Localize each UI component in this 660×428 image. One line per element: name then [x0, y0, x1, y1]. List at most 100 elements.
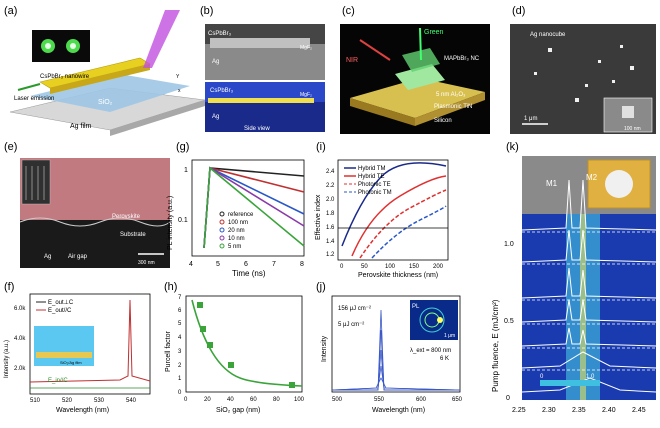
svg-text:Y: Y	[176, 74, 180, 80]
svg-text:2.4: 2.4	[326, 169, 335, 175]
svg-text:x: x	[178, 88, 181, 94]
excitation-laser	[143, 10, 180, 68]
svg-text:1.0: 1.0	[586, 374, 595, 380]
svg-text:MgF₂: MgF₂	[300, 45, 312, 51]
svg-text:Perovskite thickness (nm): Perovskite thickness (nm)	[358, 272, 438, 279]
svg-text:M2: M2	[586, 173, 598, 182]
svg-text:100: 100	[294, 397, 305, 403]
panel-f: (f) SiO₂/Ag film E_out⊥C E_out//C E_in//…	[4, 281, 151, 414]
svg-text:Ag film: Ag film	[70, 123, 92, 130]
svg-text:Silicon: Silicon	[434, 118, 452, 124]
svg-text:reference: reference	[228, 212, 254, 218]
svg-text:0.1: 0.1	[178, 217, 188, 224]
svg-text:1: 1	[178, 376, 182, 382]
panel-c-label: (c)	[342, 5, 355, 17]
svg-text:M1: M1	[546, 179, 558, 188]
svg-text:4: 4	[178, 335, 182, 341]
svg-text:8: 8	[300, 261, 304, 268]
svg-text:Wavelength (nm): Wavelength (nm)	[56, 407, 109, 414]
svg-text:550: 550	[374, 397, 385, 403]
svg-text:Photonic TM: Photonic TM	[358, 190, 392, 196]
svg-text:520: 520	[62, 398, 73, 404]
svg-text:Air gap: Air gap	[68, 254, 88, 260]
panel-j: (j) PL 1 μm 156 μJ cm⁻² 5 μJ cm⁻² λ_ext …	[316, 281, 463, 414]
svg-text:6 K: 6 K	[440, 356, 449, 362]
svg-text:5: 5	[216, 261, 220, 268]
panel-g-label: (g)	[176, 141, 189, 153]
svg-text:Hybrid TE: Hybrid TE	[358, 174, 385, 180]
panel-k-label: (k)	[506, 141, 519, 153]
inset-pl	[410, 300, 458, 340]
svg-text:300 nm: 300 nm	[138, 260, 155, 266]
svg-text:1.4: 1.4	[326, 239, 335, 245]
svg-text:3: 3	[178, 349, 182, 355]
svg-text:0: 0	[184, 397, 188, 403]
svg-text:SiO₂ gap (nm): SiO₂ gap (nm)	[216, 407, 260, 414]
inset-emission	[32, 30, 90, 62]
svg-text:Side view: Side view	[244, 126, 270, 132]
svg-text:Intensity: Intensity	[321, 335, 328, 362]
svg-text:2: 2	[178, 363, 182, 369]
panel-h-label: (h)	[164, 281, 177, 293]
svg-text:5 nm Al₂O₃: 5 nm Al₂O₃	[436, 92, 466, 98]
svg-text:2.40: 2.40	[602, 407, 616, 414]
svg-text:E_out//C: E_out//C	[48, 308, 72, 314]
svg-text:1 μm: 1 μm	[524, 116, 537, 122]
svg-text:5 μJ cm⁻²: 5 μJ cm⁻²	[338, 322, 364, 328]
panel-f-label: (f)	[4, 281, 14, 293]
svg-text:50: 50	[361, 264, 368, 270]
svg-text:4: 4	[189, 261, 193, 268]
panel-e: (e) Perovskite Substrate Ag Air gap 300 …	[4, 141, 171, 268]
svg-text:Substrate: Substrate	[120, 232, 146, 238]
svg-text:10 nm: 10 nm	[228, 236, 245, 242]
panel-i: (i) Hybrid TM Hybrid TE Photonic TE Phot…	[315, 141, 449, 279]
svg-text:Plasmonic TiN: Plasmonic TiN	[434, 104, 472, 110]
svg-text:500: 500	[332, 397, 343, 403]
panel-b-label: (b)	[200, 5, 213, 17]
svg-text:CsPbBr₃: CsPbBr₃	[210, 88, 234, 94]
panel-a: (a) Excitation Laser CsPbBr₃ nanowire La…	[4, 5, 206, 136]
svg-text:1: 1	[184, 167, 188, 174]
svg-text:Perovskite: Perovskite	[112, 214, 141, 220]
svg-text:Pump fluence, E (mJ/cm²): Pump fluence, E (mJ/cm²)	[491, 299, 500, 392]
svg-text:600: 600	[416, 397, 427, 403]
svg-text:40: 40	[227, 397, 234, 403]
panel-j-label: (j)	[316, 281, 326, 293]
svg-text:2.45: 2.45	[632, 407, 646, 414]
svg-text:MgF₂: MgF₂	[300, 92, 312, 98]
data-point	[200, 326, 206, 332]
svg-text:7: 7	[178, 295, 182, 301]
svg-text:MAPbBr₃ NC: MAPbBr₃ NC	[444, 56, 480, 62]
svg-text:1.8: 1.8	[326, 211, 335, 217]
svg-text:Photonic TE: Photonic TE	[358, 182, 391, 188]
svg-text:4.0k: 4.0k	[14, 336, 26, 342]
svg-text:0: 0	[340, 264, 344, 270]
panel-h: (h) 0 1 2 3 4 5 6 7 0 20 40 60 80 100 Si…	[164, 281, 305, 414]
svg-text:SiO₂/Ag film: SiO₂/Ag film	[60, 360, 82, 365]
svg-text:E_in//C: E_in//C	[48, 378, 68, 384]
svg-text:60: 60	[250, 397, 257, 403]
svg-text:100 nm: 100 nm	[624, 126, 641, 132]
svg-text:CsPbBr₃ nanowire: CsPbBr₃ nanowire	[40, 74, 90, 80]
svg-text:E_out⊥C: E_out⊥C	[48, 299, 74, 306]
svg-text:0: 0	[178, 390, 182, 396]
svg-text:5 nm: 5 nm	[228, 244, 241, 250]
svg-text:PL intensity (a.u.): PL intensity (a.u.)	[167, 196, 174, 250]
svg-text:0.5: 0.5	[504, 318, 514, 325]
svg-text:Time (ns): Time (ns)	[232, 269, 266, 278]
svg-text:2.30: 2.30	[542, 407, 556, 414]
panel-k: (k) M1 M2 0 1.0 0 0.5 1.0 2.25	[491, 141, 657, 414]
plot-i-frame	[337, 159, 449, 261]
data-point	[289, 382, 295, 388]
svg-text:Ag nanocube: Ag nanocube	[530, 32, 566, 38]
panel-g: (g) reference 100 nm 20 nm 10 nm 5 nm 1 …	[167, 141, 305, 278]
svg-text:Ag: Ag	[212, 59, 219, 65]
svg-text:1 μm: 1 μm	[444, 333, 455, 339]
svg-text:NIR: NIR	[346, 57, 358, 64]
svg-text:100: 100	[385, 264, 396, 270]
panel-b: (b) CsPbBr₃ MgF₂ Ag CsPbBr₃ MgF₂ Ag Side…	[200, 5, 325, 132]
svg-text:2.25: 2.25	[512, 407, 526, 414]
plot-g-frame	[191, 159, 305, 257]
svg-text:Intensity (a.u.): Intensity (a.u.)	[4, 340, 10, 378]
